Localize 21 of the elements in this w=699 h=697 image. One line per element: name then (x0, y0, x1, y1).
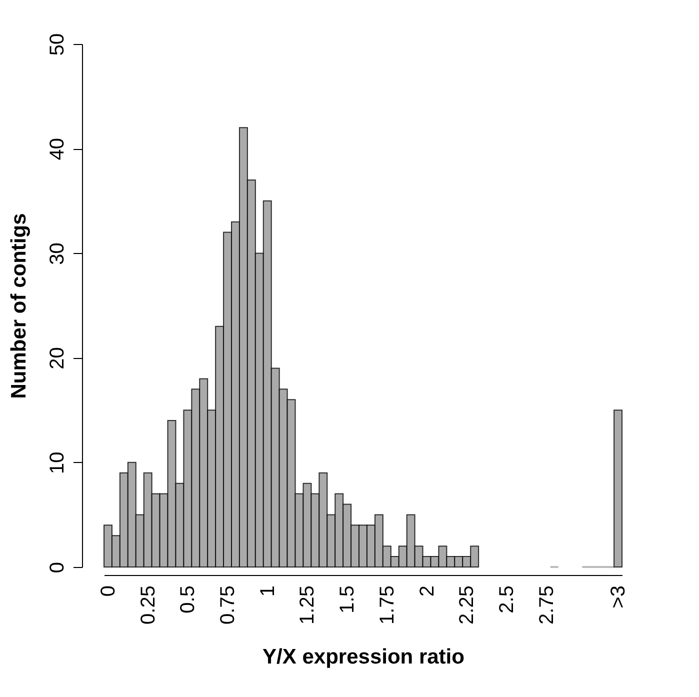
x-axis-title: Y/X expression ratio (262, 645, 464, 668)
x-tick-label: >3 (608, 586, 630, 608)
x-tick-label: 1.5 (336, 586, 359, 614)
y-tick-label: 50 (46, 33, 68, 56)
y-tick-label: 20 (46, 347, 68, 370)
x-tick-label: 2 (416, 586, 438, 597)
y-tick-label: 10 (46, 452, 68, 474)
y-axis-title: Number of contigs (8, 213, 30, 399)
x-tick-label: 0.25 (137, 586, 160, 624)
y-tick-label: 30 (46, 242, 68, 265)
x-tick-label: 2.5 (496, 586, 518, 614)
y-tick-label: 0 (46, 562, 68, 574)
x-tick-label: 1.25 (296, 586, 319, 624)
x-tick-label: 2.25 (456, 586, 478, 624)
x-tick-label: 1.75 (376, 586, 398, 624)
x-tick-label: 0.5 (177, 586, 200, 614)
x-tick-label: 0.75 (217, 586, 240, 624)
x-tick-label: 1 (256, 586, 279, 597)
x-tick-label: 0 (97, 586, 120, 597)
x-tick-label: 2.75 (536, 586, 558, 624)
y-tick-label: 40 (46, 138, 68, 160)
